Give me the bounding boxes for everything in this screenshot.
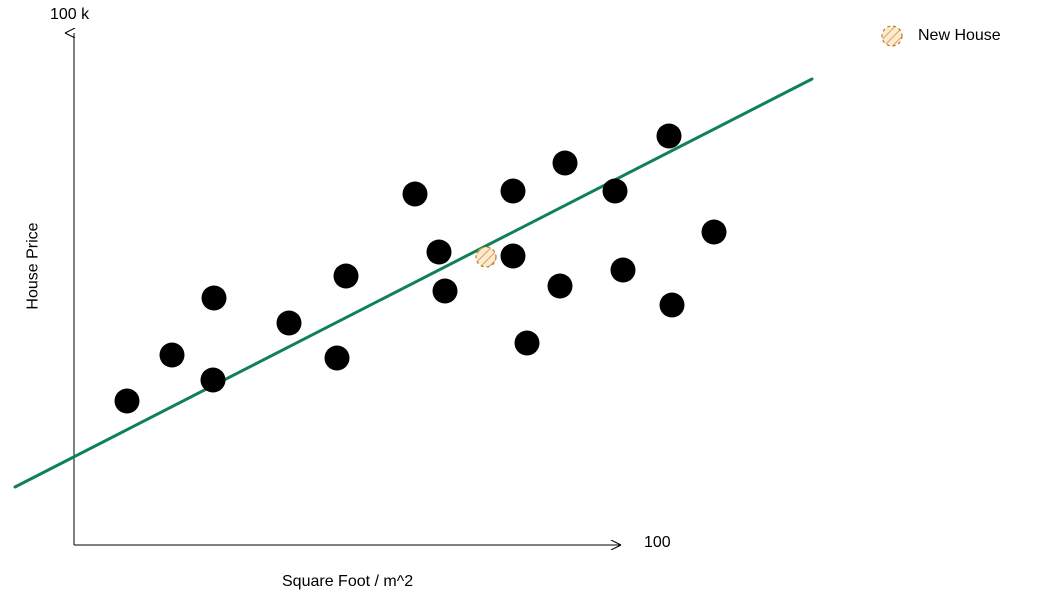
axes xyxy=(74,33,620,545)
data-points xyxy=(115,124,727,414)
regression-line-group xyxy=(15,79,812,487)
y-axis-label: House Price xyxy=(25,222,43,309)
data-point xyxy=(334,264,359,289)
data-point xyxy=(160,343,185,368)
data-point xyxy=(553,151,578,176)
data-point xyxy=(403,182,428,207)
data-point xyxy=(603,179,628,204)
data-point xyxy=(515,331,540,356)
x-axis-label: Square Foot / m^2 xyxy=(282,573,413,591)
new-house-swatch-icon xyxy=(880,24,904,48)
legend-label: New House xyxy=(918,27,1001,45)
new-house-point-group xyxy=(476,247,496,267)
data-point xyxy=(657,124,682,149)
data-point xyxy=(433,279,458,304)
data-point xyxy=(660,293,685,318)
data-point xyxy=(501,179,526,204)
scatter-chart xyxy=(0,0,1037,607)
data-point xyxy=(702,220,727,245)
y-axis-top-tick: 100 k xyxy=(50,6,89,24)
data-point xyxy=(548,274,573,299)
chart-container: New House 100 k 100 House Price Square F… xyxy=(0,0,1037,607)
x-axis-end-tick: 100 xyxy=(644,534,671,552)
data-point xyxy=(277,311,302,336)
data-point xyxy=(427,240,452,265)
data-point xyxy=(611,258,636,283)
data-point xyxy=(201,368,226,393)
new-house-point xyxy=(476,247,496,267)
data-point xyxy=(202,286,227,311)
data-point xyxy=(325,346,350,371)
data-point xyxy=(115,389,140,414)
regression-line xyxy=(15,79,812,487)
legend: New House xyxy=(880,24,1001,48)
data-point xyxy=(501,244,526,269)
